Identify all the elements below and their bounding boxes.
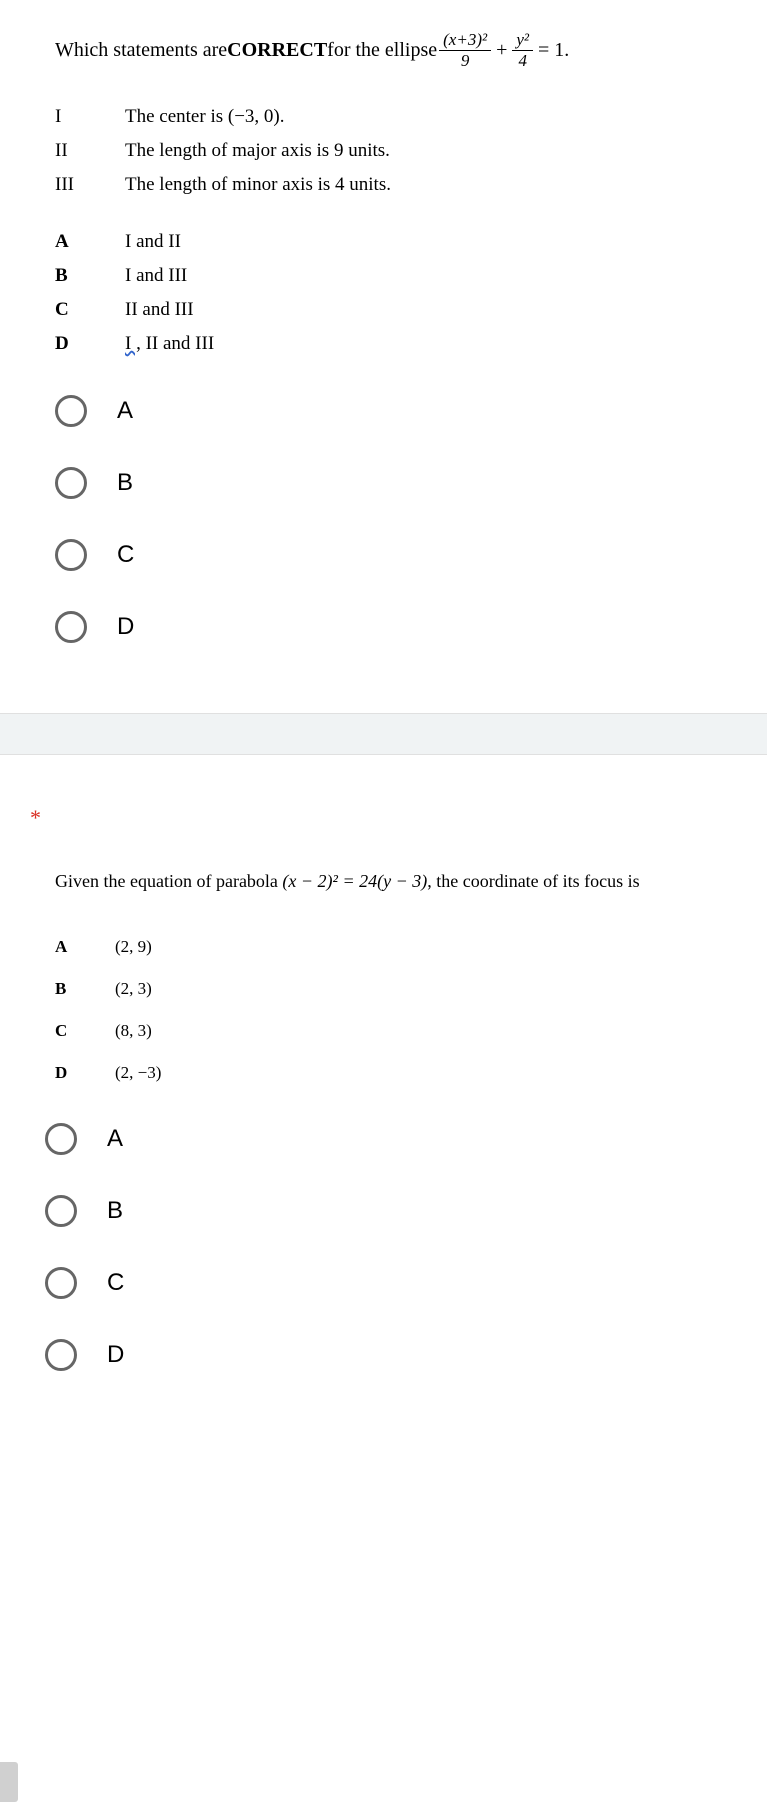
radio-option-c[interactable]: C — [45, 1267, 712, 1299]
statement-text: The length of minor axis is 4 units. — [125, 174, 712, 196]
stmt-text-math: (−3, 0). — [228, 106, 285, 127]
q2-prompt-after: , the coordinate of its focus is — [427, 871, 639, 891]
frac2-num: y² — [512, 30, 533, 51]
option-label: C — [55, 1021, 115, 1041]
radio-circle-icon — [45, 1195, 77, 1227]
statement-row: III The length of minor axis is 4 units. — [55, 174, 712, 196]
q1-answer-options: A I and II B I and III C II and III D I … — [55, 231, 712, 355]
option-text: (2, 9) — [115, 937, 152, 957]
option-label: D — [55, 333, 125, 355]
question-separator — [0, 713, 767, 755]
radio-label: B — [107, 1197, 123, 1225]
statement-label: I — [55, 106, 125, 128]
q1-fraction-1: (x+3)² 9 — [439, 30, 491, 71]
q1-radio-group: A B C D — [55, 395, 712, 643]
option-text: I and III — [125, 265, 712, 287]
question-1: Which statements are CORRECT for the ell… — [0, 0, 767, 713]
option-text: (2, −3) — [115, 1063, 161, 1083]
option-underline: I , — [125, 333, 141, 354]
frac2-den: 4 — [514, 51, 531, 71]
stmt-text-before: The center is — [125, 106, 228, 127]
q1-prompt-bold: CORRECT — [227, 39, 327, 62]
radio-option-a[interactable]: A — [55, 395, 712, 427]
radio-circle-icon — [55, 395, 87, 427]
required-indicator: * — [30, 805, 712, 831]
radio-label: D — [107, 1341, 124, 1369]
option-label: A — [55, 231, 125, 253]
statement-text: The center is (−3, 0). — [125, 106, 712, 128]
q1-prompt-before: Which statements are — [55, 39, 227, 62]
q1-statements: I The center is (−3, 0). II The length o… — [55, 106, 712, 196]
statement-row: I The center is (−3, 0). — [55, 106, 712, 128]
q1-plus: + — [496, 39, 507, 62]
q2-equation: (x − 2)² = 24(y − 3) — [282, 871, 427, 891]
q2-radio-group: A B C D — [30, 1123, 712, 1371]
page-indicator — [0, 1762, 18, 1802]
radio-circle-icon — [55, 611, 87, 643]
q2-prompt: Given the equation of parabola (x − 2)² … — [30, 871, 712, 892]
question-2: * Given the equation of parabola (x − 2)… — [0, 755, 767, 1391]
radio-circle-icon — [55, 467, 87, 499]
option-row: C II and III — [55, 299, 712, 321]
option-label: D — [55, 1063, 115, 1083]
radio-option-d[interactable]: D — [45, 1339, 712, 1371]
q1-eq-end: = 1. — [538, 39, 569, 62]
q2-prompt-before: Given the equation of parabola — [55, 871, 282, 891]
option-text: I , II and III — [125, 333, 712, 355]
radio-label: C — [117, 541, 134, 569]
option-row: A (2, 9) — [55, 937, 712, 957]
option-label: C — [55, 299, 125, 321]
radio-option-c[interactable]: C — [55, 539, 712, 571]
option-text: (8, 3) — [115, 1021, 152, 1041]
radio-circle-icon — [45, 1339, 77, 1371]
radio-label: A — [117, 397, 133, 425]
option-row: B (2, 3) — [55, 979, 712, 999]
frac1-den: 9 — [457, 51, 474, 71]
radio-label: D — [117, 613, 134, 641]
option-row: C (8, 3) — [55, 1021, 712, 1041]
option-text-rest: II and III — [141, 333, 214, 354]
radio-option-d[interactable]: D — [55, 611, 712, 643]
radio-label: A — [107, 1125, 123, 1153]
option-label: A — [55, 937, 115, 957]
option-text: II and III — [125, 299, 712, 321]
radio-option-b[interactable]: B — [55, 467, 712, 499]
q2-answer-options: A (2, 9) B (2, 3) C (8, 3) D (2, −3) — [30, 937, 712, 1083]
option-text: (2, 3) — [115, 979, 152, 999]
statement-label: II — [55, 140, 125, 162]
radio-label: B — [117, 469, 133, 497]
option-label: B — [55, 979, 115, 999]
option-row: A I and II — [55, 231, 712, 253]
radio-circle-icon — [45, 1123, 77, 1155]
radio-label: C — [107, 1269, 124, 1297]
radio-circle-icon — [45, 1267, 77, 1299]
option-row: D (2, −3) — [55, 1063, 712, 1083]
q1-prompt: Which statements are CORRECT for the ell… — [55, 30, 712, 71]
q1-prompt-after: for the ellipse — [327, 39, 437, 62]
radio-option-a[interactable]: A — [45, 1123, 712, 1155]
option-label: B — [55, 265, 125, 287]
statement-text: The length of major axis is 9 units. — [125, 140, 712, 162]
option-text: I and II — [125, 231, 712, 253]
statement-row: II The length of major axis is 9 units. — [55, 140, 712, 162]
statement-label: III — [55, 174, 125, 196]
q1-fraction-2: y² 4 — [512, 30, 533, 71]
option-row: B I and III — [55, 265, 712, 287]
option-row: D I , II and III — [55, 333, 712, 355]
frac1-num: (x+3)² — [439, 30, 491, 51]
radio-circle-icon — [55, 539, 87, 571]
radio-option-b[interactable]: B — [45, 1195, 712, 1227]
